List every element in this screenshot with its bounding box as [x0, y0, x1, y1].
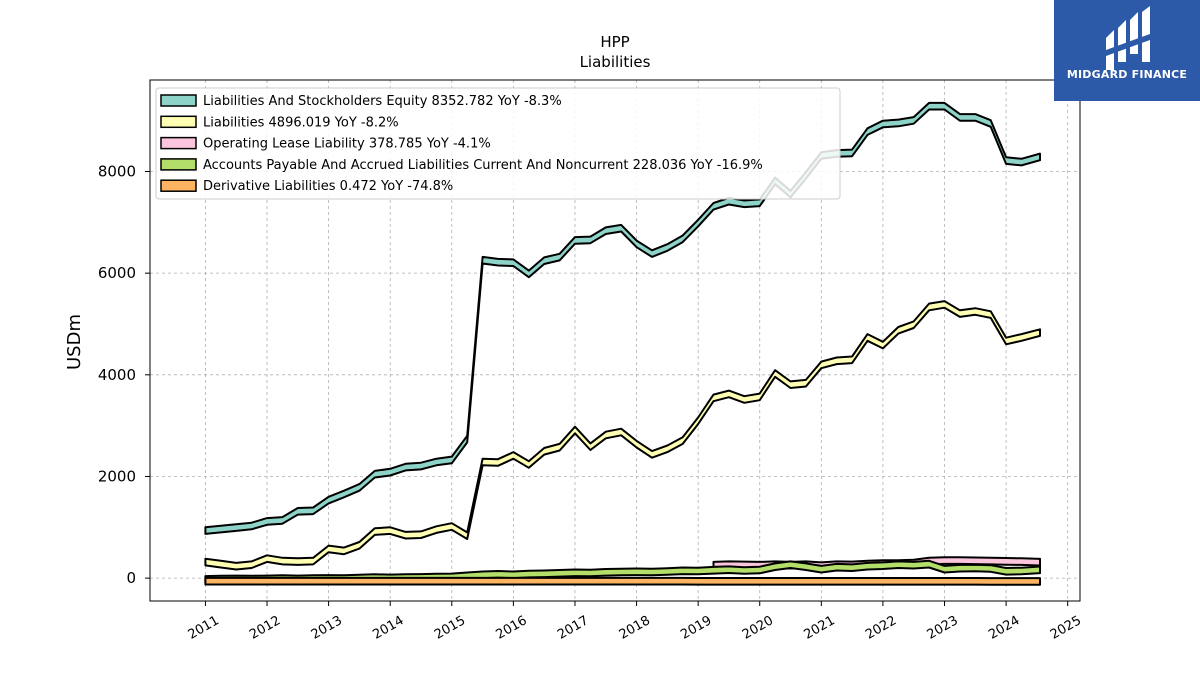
x-tick-label: 2022	[863, 613, 899, 643]
x-tick-label: 2016	[494, 613, 530, 643]
series-area-5	[204, 576, 1041, 586]
legend-swatch	[160, 94, 197, 107]
brand-name: MIDGARD FINANCE	[1066, 68, 1188, 81]
x-tick-label: 2019	[678, 613, 714, 643]
legend-swatch	[160, 179, 197, 192]
legend-label: Liabilities And Stockholders Equity 8352…	[203, 94, 562, 109]
x-tick-label: 2023	[925, 613, 961, 643]
x-tick-label: 2011	[186, 613, 222, 643]
y-axis-label: USDm	[64, 314, 85, 370]
x-tick-label: 2018	[617, 613, 653, 643]
x-tick-label: 2013	[309, 613, 345, 643]
x-tick-label: 2014	[370, 613, 406, 643]
legend-label: Derivative Liabilities 0.472 YoY -74.8%	[203, 179, 453, 194]
legend-swatch	[160, 158, 197, 171]
y-tick-label: 6000	[98, 264, 136, 282]
legend-label: Operating Lease Liability 378.785 YoY -4…	[203, 137, 491, 152]
series-areas	[204, 101, 1041, 586]
brand-logo: MIDGARD FINANCE	[1054, 0, 1200, 101]
x-tick-label: 2017	[555, 613, 591, 643]
legend-box	[155, 87, 841, 200]
x-tick-label: 2015	[432, 613, 468, 643]
series-area-1	[204, 101, 1041, 535]
series-area-2	[204, 300, 1041, 571]
chart-subtitle: Liabilities	[580, 53, 651, 71]
plot-frame	[149, 79, 1081, 602]
legend-label: Accounts Payable And Accrued Liabilities…	[203, 158, 763, 173]
x-axis-ticks: 2011 2012 2013 2014 2015 2016 2017 2018 2019 2020…	[186, 601, 1084, 643]
x-tick-label: 2025	[1048, 613, 1084, 643]
chart-title: HPP	[600, 33, 629, 51]
y-tick-label: 8000	[98, 162, 136, 180]
legend: Liabilities And Stockholders Equity 8352…	[155, 87, 841, 200]
brand-mark-icon	[1106, 6, 1150, 70]
x-tick-label: 2012	[247, 613, 283, 643]
x-tick-label: 2021	[801, 613, 837, 643]
y-tick-label: 0	[126, 569, 136, 587]
legend-swatch	[160, 136, 197, 150]
legend-swatch	[160, 115, 197, 129]
x-tick-label: 2020	[740, 613, 776, 643]
x-tick-label: 2024	[986, 613, 1022, 643]
y-axis-ticks: 0 2000 4000 6000 8000	[98, 162, 150, 587]
y-tick-label: 4000	[98, 366, 136, 384]
y-tick-label: 2000	[98, 467, 136, 485]
legend-label: Liabilities 4896.019 YoY -8.2%	[203, 115, 399, 130]
